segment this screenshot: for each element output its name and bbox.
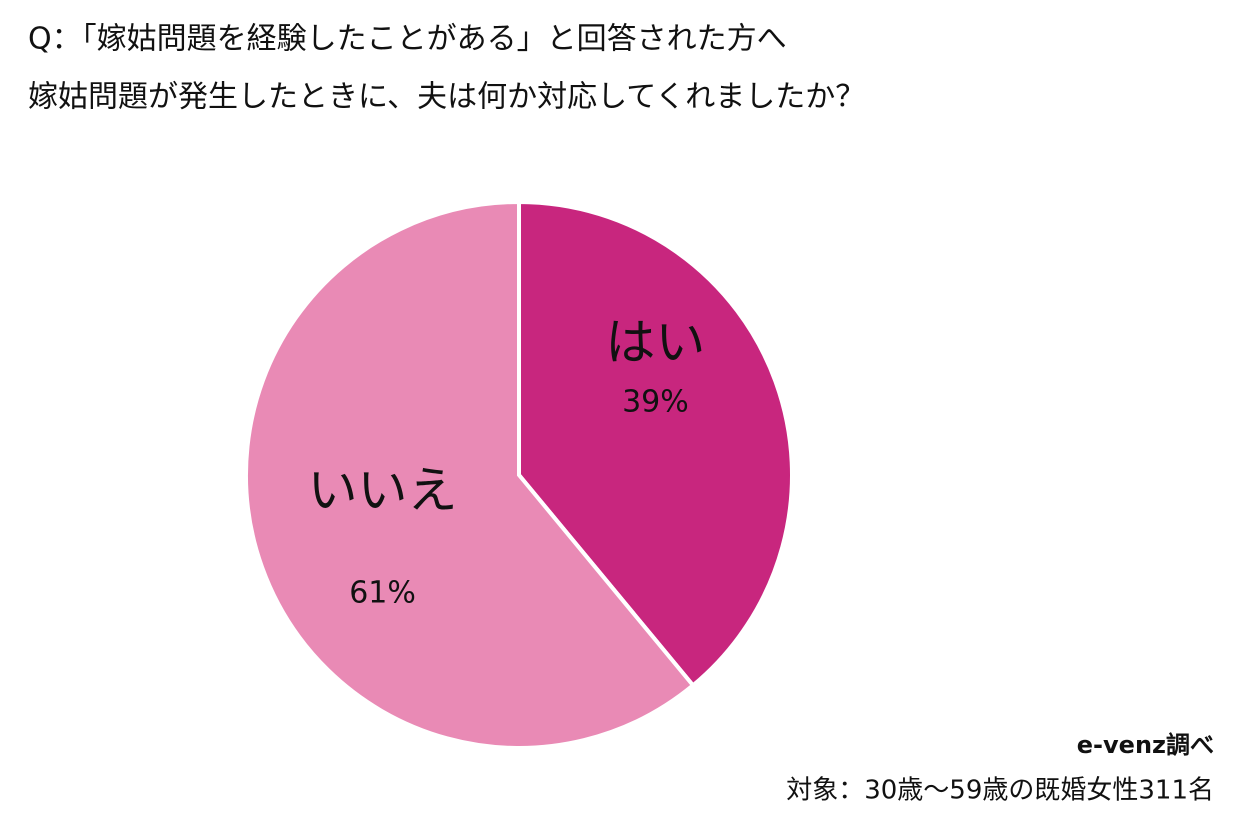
chart-subtitle: 嫁姑問題が発生したときに、夫は何か対応してくれましたか？ bbox=[28, 80, 865, 115]
slice-label: はい bbox=[605, 313, 705, 371]
pie-slice bbox=[517, 199, 794, 689]
slice-label: いいえ bbox=[308, 462, 458, 520]
chart-title: Q：「嫁姑問題を経験したことがある」と回答された方へ bbox=[28, 22, 787, 57]
value-label: 61% bbox=[349, 576, 416, 611]
value-label: 39% bbox=[622, 384, 689, 419]
source: e-venz調べ bbox=[1077, 731, 1214, 759]
note: 対象：30歳〜59歳の既婚女性311名 bbox=[786, 776, 1214, 806]
pie-slice bbox=[244, 199, 696, 750]
